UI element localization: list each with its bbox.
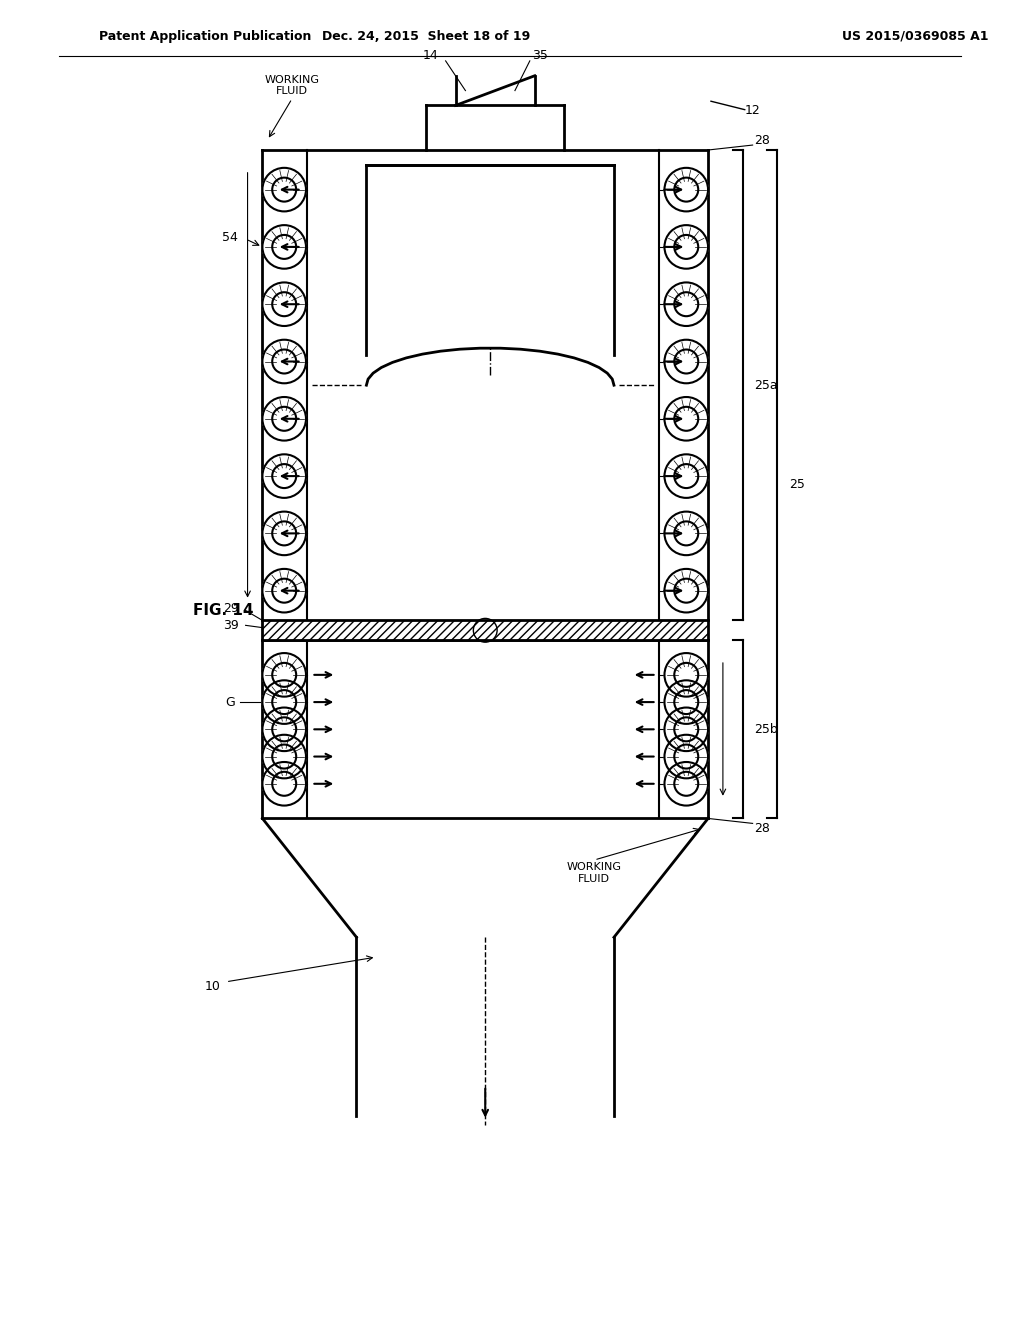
- Circle shape: [262, 762, 306, 805]
- Text: 25b: 25b: [755, 723, 778, 735]
- Text: 39: 39: [223, 619, 239, 632]
- Circle shape: [665, 735, 708, 779]
- Circle shape: [674, 578, 698, 603]
- Circle shape: [272, 663, 296, 686]
- Text: 12: 12: [744, 104, 761, 117]
- Circle shape: [262, 339, 306, 383]
- Circle shape: [262, 168, 306, 211]
- Circle shape: [262, 397, 306, 441]
- Text: 25: 25: [790, 478, 805, 491]
- Circle shape: [272, 292, 296, 317]
- Text: 14: 14: [423, 49, 438, 62]
- Circle shape: [665, 168, 708, 211]
- Circle shape: [272, 235, 296, 259]
- Text: 28: 28: [755, 822, 770, 834]
- Circle shape: [665, 397, 708, 441]
- Circle shape: [262, 226, 306, 269]
- Bar: [262, 620, 708, 640]
- Circle shape: [674, 717, 698, 742]
- Circle shape: [674, 350, 698, 374]
- Circle shape: [674, 178, 698, 202]
- Text: WORKING
FLUID: WORKING FLUID: [264, 75, 319, 96]
- Text: 29: 29: [223, 602, 239, 615]
- Circle shape: [674, 235, 698, 259]
- Text: 35: 35: [531, 49, 548, 62]
- Text: Patent Application Publication: Patent Application Publication: [99, 29, 311, 42]
- Text: Dec. 24, 2015  Sheet 18 of 19: Dec. 24, 2015 Sheet 18 of 19: [322, 29, 530, 42]
- Circle shape: [674, 690, 698, 714]
- Text: US 2015/0369085 A1: US 2015/0369085 A1: [842, 29, 988, 42]
- Circle shape: [665, 282, 708, 326]
- Circle shape: [674, 465, 698, 488]
- Circle shape: [674, 772, 698, 796]
- Circle shape: [272, 521, 296, 545]
- Circle shape: [665, 512, 708, 556]
- Circle shape: [262, 282, 306, 326]
- Text: T: T: [481, 624, 489, 636]
- Circle shape: [262, 653, 306, 697]
- Circle shape: [665, 708, 708, 751]
- Circle shape: [262, 680, 306, 723]
- Circle shape: [272, 407, 296, 430]
- Circle shape: [272, 717, 296, 742]
- Polygon shape: [367, 165, 614, 385]
- Circle shape: [665, 454, 708, 498]
- Circle shape: [262, 569, 306, 612]
- Text: 10: 10: [205, 981, 221, 993]
- Circle shape: [665, 762, 708, 805]
- Text: 28: 28: [755, 133, 770, 147]
- Circle shape: [262, 708, 306, 751]
- Circle shape: [272, 690, 296, 714]
- Text: WORKING
FLUID: WORKING FLUID: [566, 862, 622, 883]
- Circle shape: [272, 465, 296, 488]
- Circle shape: [674, 521, 698, 545]
- Circle shape: [262, 454, 306, 498]
- Circle shape: [665, 680, 708, 723]
- Circle shape: [665, 226, 708, 269]
- Text: G: G: [225, 696, 234, 709]
- Text: 54: 54: [222, 231, 238, 243]
- Text: FIG. 14: FIG. 14: [194, 603, 254, 618]
- Circle shape: [272, 744, 296, 768]
- Circle shape: [674, 663, 698, 686]
- Circle shape: [674, 292, 698, 317]
- Circle shape: [674, 744, 698, 768]
- Circle shape: [272, 350, 296, 374]
- Circle shape: [272, 178, 296, 202]
- Text: 25a: 25a: [755, 379, 778, 392]
- Circle shape: [272, 578, 296, 603]
- Circle shape: [262, 735, 306, 779]
- Circle shape: [262, 512, 306, 556]
- Circle shape: [272, 772, 296, 796]
- Circle shape: [674, 407, 698, 430]
- Circle shape: [665, 339, 708, 383]
- Circle shape: [665, 569, 708, 612]
- Circle shape: [665, 653, 708, 697]
